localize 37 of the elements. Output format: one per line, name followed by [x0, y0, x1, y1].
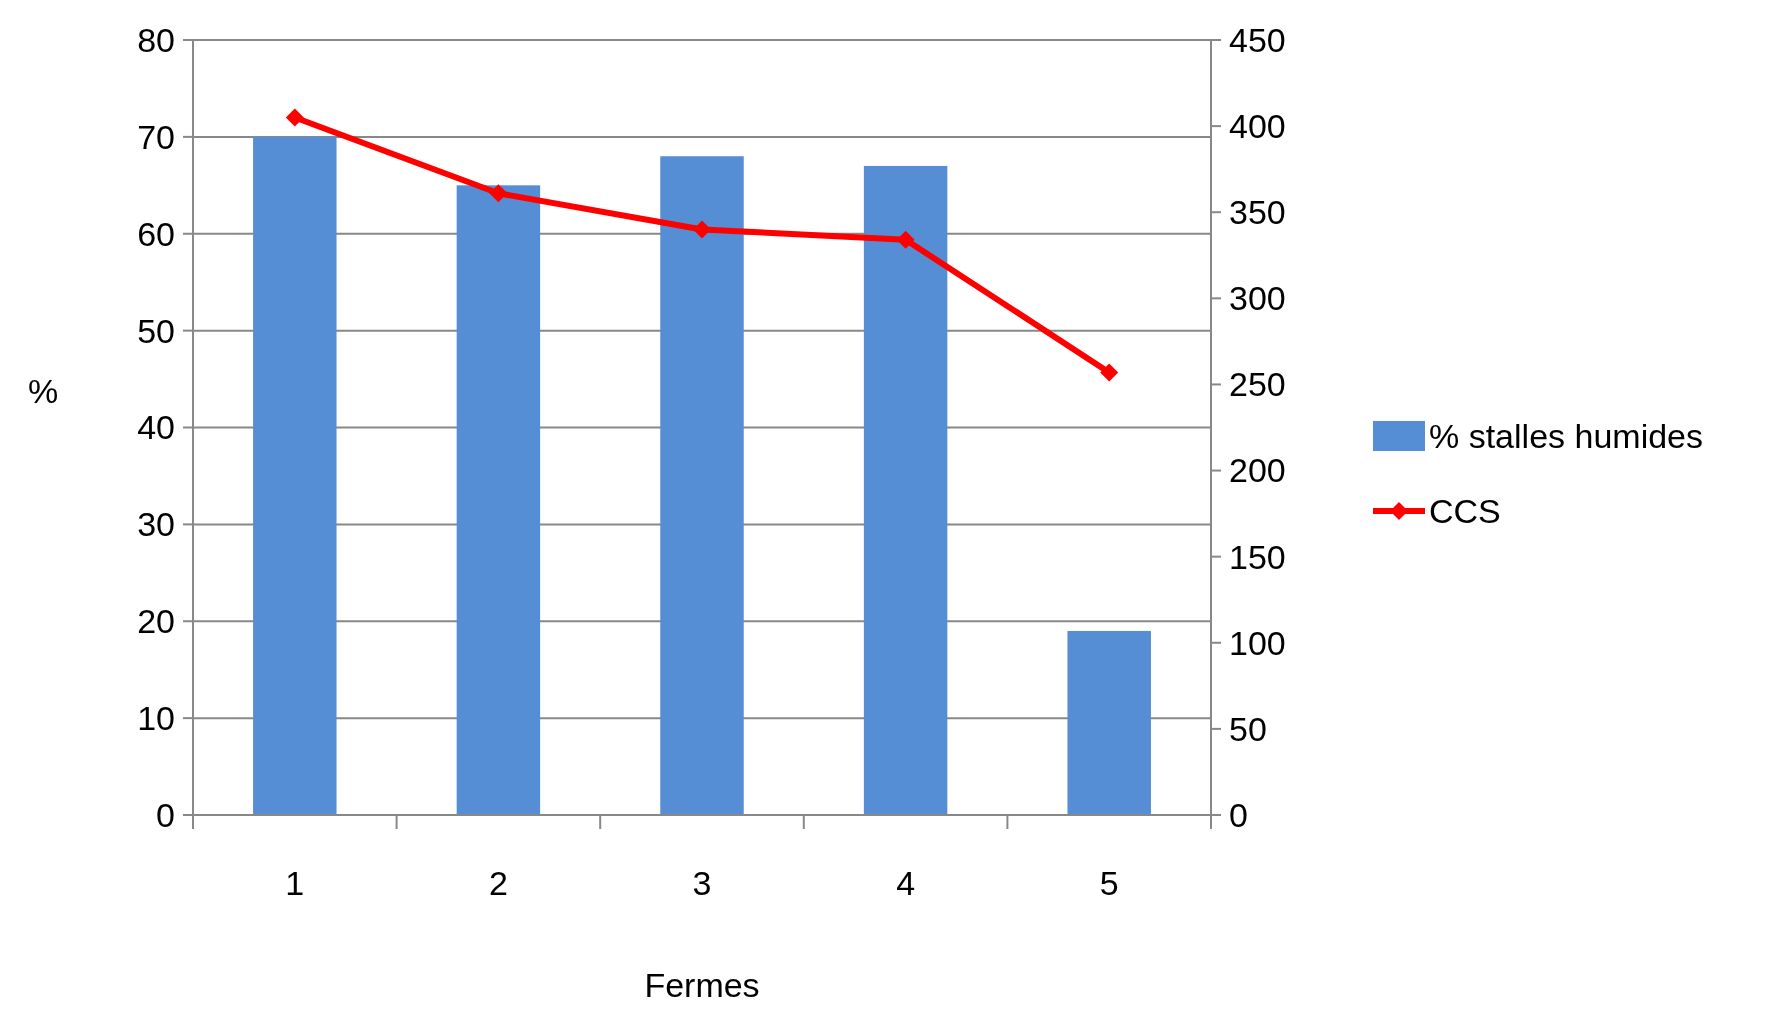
point: [1100, 363, 1119, 382]
y2-tick-label: 100: [1229, 623, 1286, 662]
y2-tick-label: 0: [1229, 795, 1248, 834]
y-tick-label: 20: [137, 602, 175, 641]
y-axis-title: %: [27, 371, 59, 410]
y-tick-label: 10: [137, 699, 175, 738]
x-tick-label: 4: [896, 864, 916, 902]
y2-tick-label: 200: [1229, 451, 1286, 490]
y-tick-label: 80: [137, 20, 175, 59]
y-tick-label: 70: [137, 117, 175, 156]
y2-tick-label: 400: [1229, 107, 1286, 146]
y2-tick-label: 300: [1229, 279, 1286, 318]
y-tick-label: 40: [137, 408, 175, 447]
point: [693, 220, 711, 239]
bar: [1067, 630, 1151, 815]
bar: [863, 165, 948, 815]
y2-tick-label: 50: [1229, 709, 1267, 748]
x-tick-label: 1: [285, 864, 305, 902]
x-tick-label: 2: [488, 864, 508, 902]
bar: [456, 185, 541, 815]
y2-tick-label: 150: [1229, 537, 1286, 576]
y-tick-label: 50: [137, 311, 175, 350]
y-tick-label: 30: [137, 505, 175, 544]
legend-label: CCS: [1429, 491, 1501, 530]
x-tick-label: 3: [692, 864, 712, 902]
x-axis-title: Fermes: [644, 966, 760, 1004]
y2-tick-label: 350: [1229, 193, 1286, 232]
point: [489, 184, 508, 203]
y2-tick-label: 450: [1229, 20, 1286, 59]
y-tick-label: 60: [137, 214, 175, 253]
y2-tick-label: 250: [1229, 365, 1286, 404]
bar: [253, 136, 337, 815]
bar: [660, 156, 744, 815]
legend-label: % stalles humides: [1429, 416, 1704, 455]
point: [285, 108, 304, 127]
x-tick-label: 5: [1099, 864, 1119, 902]
y-tick-label: 0: [156, 795, 175, 834]
